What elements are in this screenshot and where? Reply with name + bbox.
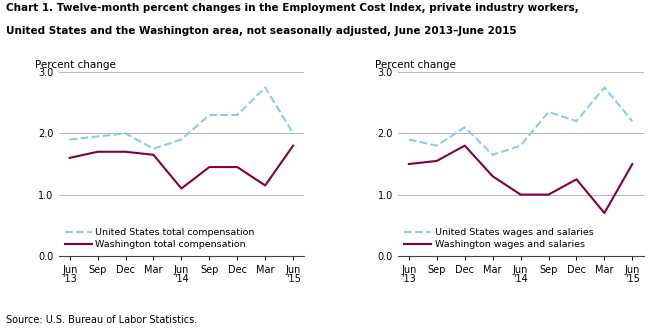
United States wages and salaries	[601, 86, 608, 90]
United States wages and salaries	[629, 119, 636, 123]
Washington wages and salaries	[461, 144, 469, 148]
Washington total compensation	[177, 187, 185, 191]
Washington total compensation	[150, 153, 157, 157]
Y-axis label: Percent change: Percent change	[374, 60, 456, 70]
United States total compensation	[177, 137, 185, 141]
United States total compensation	[289, 132, 297, 135]
Line: United States total compensation: United States total compensation	[70, 88, 293, 149]
Washington wages and salaries	[573, 177, 580, 181]
United States total compensation	[66, 137, 73, 141]
Washington total compensation	[122, 150, 129, 154]
United States wages and salaries	[433, 144, 441, 148]
Washington wages and salaries	[433, 159, 441, 163]
Legend: United States total compensation, Washington total compensation: United States total compensation, Washin…	[63, 227, 257, 251]
Washington total compensation	[66, 156, 73, 160]
United States wages and salaries	[517, 144, 525, 148]
Washington wages and salaries	[489, 174, 497, 178]
Washington total compensation	[233, 165, 241, 169]
United States wages and salaries	[489, 153, 497, 157]
Line: Washington total compensation: Washington total compensation	[70, 146, 293, 189]
United States total compensation	[150, 147, 157, 151]
Washington wages and salaries	[601, 211, 608, 215]
Washington total compensation	[261, 183, 269, 187]
United States total compensation	[261, 86, 269, 90]
United States wages and salaries	[573, 119, 580, 123]
United States wages and salaries	[461, 125, 469, 129]
Washington total compensation	[94, 150, 101, 154]
Y-axis label: Percent change: Percent change	[36, 60, 116, 70]
Washington wages and salaries	[405, 162, 413, 166]
Line: Washington wages and salaries: Washington wages and salaries	[409, 146, 632, 213]
United States total compensation	[122, 132, 129, 135]
Legend: United States wages and salaries, Washington wages and salaries: United States wages and salaries, Washin…	[402, 227, 595, 251]
Text: Chart 1. Twelve-month percent changes in the Employment Cost Index, private indu: Chart 1. Twelve-month percent changes in…	[6, 3, 579, 13]
United States total compensation	[94, 134, 101, 138]
United States total compensation	[233, 113, 241, 117]
Washington total compensation	[205, 165, 213, 169]
Line: United States wages and salaries: United States wages and salaries	[409, 88, 632, 155]
Washington total compensation	[289, 144, 297, 148]
Washington wages and salaries	[545, 193, 552, 196]
United States wages and salaries	[545, 110, 552, 114]
United States wages and salaries	[405, 137, 413, 141]
Washington wages and salaries	[629, 162, 636, 166]
Text: United States and the Washington area, not seasonally adjusted, June 2013–June 2: United States and the Washington area, n…	[6, 26, 517, 36]
United States total compensation	[205, 113, 213, 117]
Text: Source: U.S. Bureau of Labor Statistics.: Source: U.S. Bureau of Labor Statistics.	[6, 315, 198, 325]
Washington wages and salaries	[517, 193, 525, 196]
